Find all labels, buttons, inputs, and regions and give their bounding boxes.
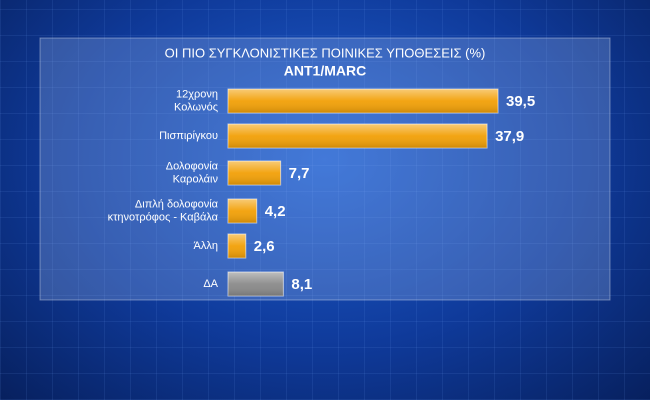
bar-shine (228, 124, 488, 148)
bar-shine (228, 234, 246, 258)
bar-shine (228, 199, 257, 223)
value-label: 4,2 (265, 203, 286, 220)
bar-shine (228, 272, 284, 296)
category-label: Δολοφονία (166, 160, 219, 172)
category-label: 12χρονη (176, 88, 218, 100)
panel (39, 37, 611, 301)
category-label: ΔΑ (203, 278, 218, 290)
value-label: 8,1 (291, 276, 312, 293)
category-label: Κολωνός (174, 101, 218, 113)
category-label: Άλλη (194, 240, 218, 252)
chart-subtitle: ANT1/MARC (284, 63, 366, 79)
category-label: κτηνοτρόφος - Καβάλα (108, 211, 219, 223)
value-label: 7,7 (289, 165, 310, 182)
value-label: 39,5 (506, 93, 535, 110)
bar-shine (228, 161, 281, 185)
chart-title: ΟΙ ΠΙΟ ΣΥΓΚΛΟΝΙΣΤΙΚΕΣ ΠΟΙΝΙΚΕΣ ΥΠΟΘΕΣΕΙΣ… (165, 45, 486, 60)
value-label: 37,9 (495, 128, 524, 145)
category-label: Πισπιρίγκου (159, 130, 218, 142)
value-label: 2,6 (254, 238, 275, 255)
category-label: Διπλή δολοφονία (135, 198, 219, 210)
bar-shine (228, 89, 498, 113)
category-label: Καρολάιν (173, 173, 219, 185)
